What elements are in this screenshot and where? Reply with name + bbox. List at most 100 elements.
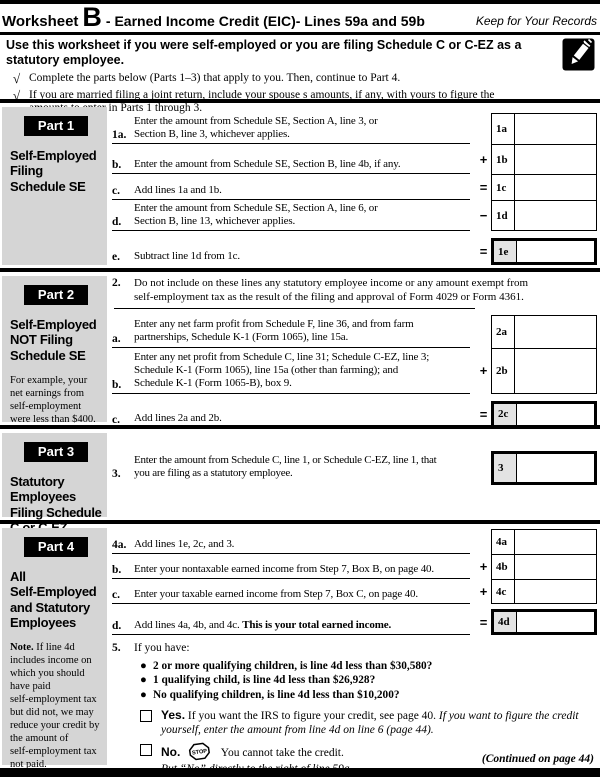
amount-input-1a[interactable] (515, 114, 596, 144)
box-label: 2c (494, 403, 517, 425)
checkmark-icon: √ (13, 88, 21, 104)
line-1d-row: d. Enter the amount from Schedule SE, Sec… (112, 200, 597, 231)
keep-for-records-note: Keep for Your Records (475, 14, 597, 28)
line-number: 2. (112, 277, 121, 289)
operator: = (479, 179, 488, 195)
operator: + (479, 584, 488, 599)
box-label: 1a (492, 114, 515, 144)
line-text: Add lines 2a and 2b. (134, 412, 222, 425)
line-text: Enter your nontaxable earned income from… (134, 562, 435, 575)
amount-input-2c[interactable] (517, 404, 594, 425)
box-label: 3 (494, 454, 517, 482)
line-2-intro: 2. Do not include on these lines any sta… (112, 277, 597, 309)
part4-badge: Part 4 (24, 537, 88, 557)
line-number: b. (112, 159, 122, 171)
instruction-item: √ Complete the parts below (Parts 1–3) t… (13, 70, 401, 86)
part3-heading: Statutory Employees Filing Schedule C or… (10, 474, 102, 535)
amount-box-1a: 1a (491, 113, 597, 144)
no-label: No. (161, 744, 181, 759)
amount-input-1c[interactable] (515, 175, 596, 200)
line-text: Enter the amount from Schedule SE, Secti… (134, 201, 378, 227)
line-number: c. (112, 589, 120, 601)
amount-input-1e[interactable] (517, 241, 594, 262)
line-number: a. (112, 332, 121, 345)
amount-box-4d: 4d (491, 609, 597, 635)
line-text: Enter the amount from Schedule SE, Secti… (134, 114, 378, 140)
box-label: 1e (494, 241, 517, 262)
operator: = (479, 244, 488, 259)
part2-heading: Self-Employed NOT Filing Schedule SE (10, 317, 97, 363)
svg-text:STOP: STOP (192, 748, 208, 756)
yes-text: If you want the IRS to figure your credi… (185, 709, 439, 722)
line-4d-row: d. Add lines 4a, 4b, and 4c. This is your… (112, 609, 597, 635)
page-title: - Earned Income Credit (EIC)- Lines 59a … (105, 13, 425, 29)
part1-badge: Part 1 (24, 116, 88, 136)
line-number: c. (112, 185, 120, 197)
underline (114, 307, 475, 309)
amount-input-2b[interactable] (515, 349, 596, 393)
box-label: 4c (492, 580, 515, 603)
operator: + (479, 559, 488, 574)
line-number: 1a. (112, 129, 127, 141)
no-checkbox[interactable] (140, 743, 152, 756)
line-number: d. (112, 216, 122, 228)
amount-input-1b[interactable] (515, 145, 596, 174)
line-text: Add lines 4a, 4b, and 4c. This is your t… (134, 618, 392, 631)
line-text: Enter the amount from Schedule SE, Secti… (134, 157, 401, 170)
amount-box-1e: 1e (491, 238, 597, 265)
line-1e-row: e. Subtract line 1d from 1c. = 1e (112, 238, 597, 265)
divider (0, 268, 600, 272)
line-number: 5. (112, 642, 121, 654)
checkmark-icon: √ (13, 70, 21, 86)
line-1c-row: c. Add lines 1a and 1b. = 1c (112, 174, 597, 200)
line-number: b. (112, 564, 122, 576)
part3-badge: Part 3 (24, 442, 88, 462)
bullet-item: ● 1 qualifying child, is line 4d less tha… (140, 674, 376, 687)
yes-checkbox[interactable] (140, 709, 152, 722)
line-2b-row: b. Enter any net profit from Schedule C, … (112, 347, 597, 394)
bullet-item: ● No qualifying children, is line 4d less… (140, 689, 400, 702)
qualifying-children-bullets: ● 2 or more qualifying children, is line … (140, 659, 597, 703)
amount-box-4c: 4c (491, 579, 597, 604)
divider (0, 520, 600, 524)
line-2a-row: a. Enter any net farm profit from Schedul… (112, 314, 597, 348)
line-number: b. (112, 378, 122, 391)
box-label: 2a (492, 315, 515, 348)
line-text: Enter the amount from Schedule C, line 1… (134, 453, 437, 479)
amount-input-3[interactable] (517, 454, 594, 482)
amount-input-2a[interactable] (515, 316, 596, 348)
amount-input-4a[interactable] (515, 530, 596, 554)
bullet-item: ● 2 or more qualifying children, is line … (140, 659, 433, 672)
amount-box-1c: 1c (491, 174, 597, 200)
part2-side-note: For example, your net earnings from self… (10, 374, 96, 426)
line-text: Add lines 1a and 1b. (134, 183, 222, 196)
worksheet-label: Worksheet (2, 13, 79, 30)
part1-sidebar: Part 1 Self-Employed Filing Schedule SE (2, 107, 107, 265)
line-text: Add lines 1e, 2c, and 3. (134, 537, 235, 550)
part2-section: Part 2 Self-Employed NOT Filing Schedule… (0, 272, 600, 428)
line-text: Enter any net farm profit from Schedule … (134, 318, 414, 344)
amount-box-4a: 4a (491, 529, 597, 554)
yes-italic-text: If you want to figure the credit yoursel… (161, 709, 579, 736)
part3-sidebar: Part 3 Statutory Employees Filing Schedu… (2, 433, 107, 535)
amount-box-1b: 1b (491, 144, 597, 174)
line-1a-row: 1a. Enter the amount from Schedule SE, Se… (112, 113, 597, 144)
box-label: 4a (492, 530, 515, 554)
amount-input-4d[interactable] (517, 612, 594, 632)
no-text: You cannot take the credit. (218, 746, 344, 759)
box-label: 2b (492, 348, 515, 393)
amount-box-2c: 2c (491, 400, 597, 428)
line-5-block: 5. If you have: ● 2 or more qualifying ch… (112, 642, 597, 776)
part4-content: 4a. Add lines 1e, 2c, and 3. 4a b. Enter y… (107, 524, 600, 775)
line-text: Enter your taxable earned income from St… (134, 587, 418, 600)
box-label: 4b (492, 555, 515, 579)
part1-content: 1a. Enter the amount from Schedule SE, Se… (107, 103, 600, 268)
line-number: e. (112, 251, 120, 263)
line-1b-row: b. Enter the amount from Schedule SE, Sec… (112, 144, 597, 174)
amount-input-4b[interactable] (515, 555, 596, 579)
amount-input-4c[interactable] (515, 580, 596, 603)
box-label: 1d (492, 201, 515, 230)
amount-input-1d[interactable] (515, 201, 596, 230)
amount-box-4b: 4b (491, 554, 597, 579)
operator: + (479, 363, 488, 378)
